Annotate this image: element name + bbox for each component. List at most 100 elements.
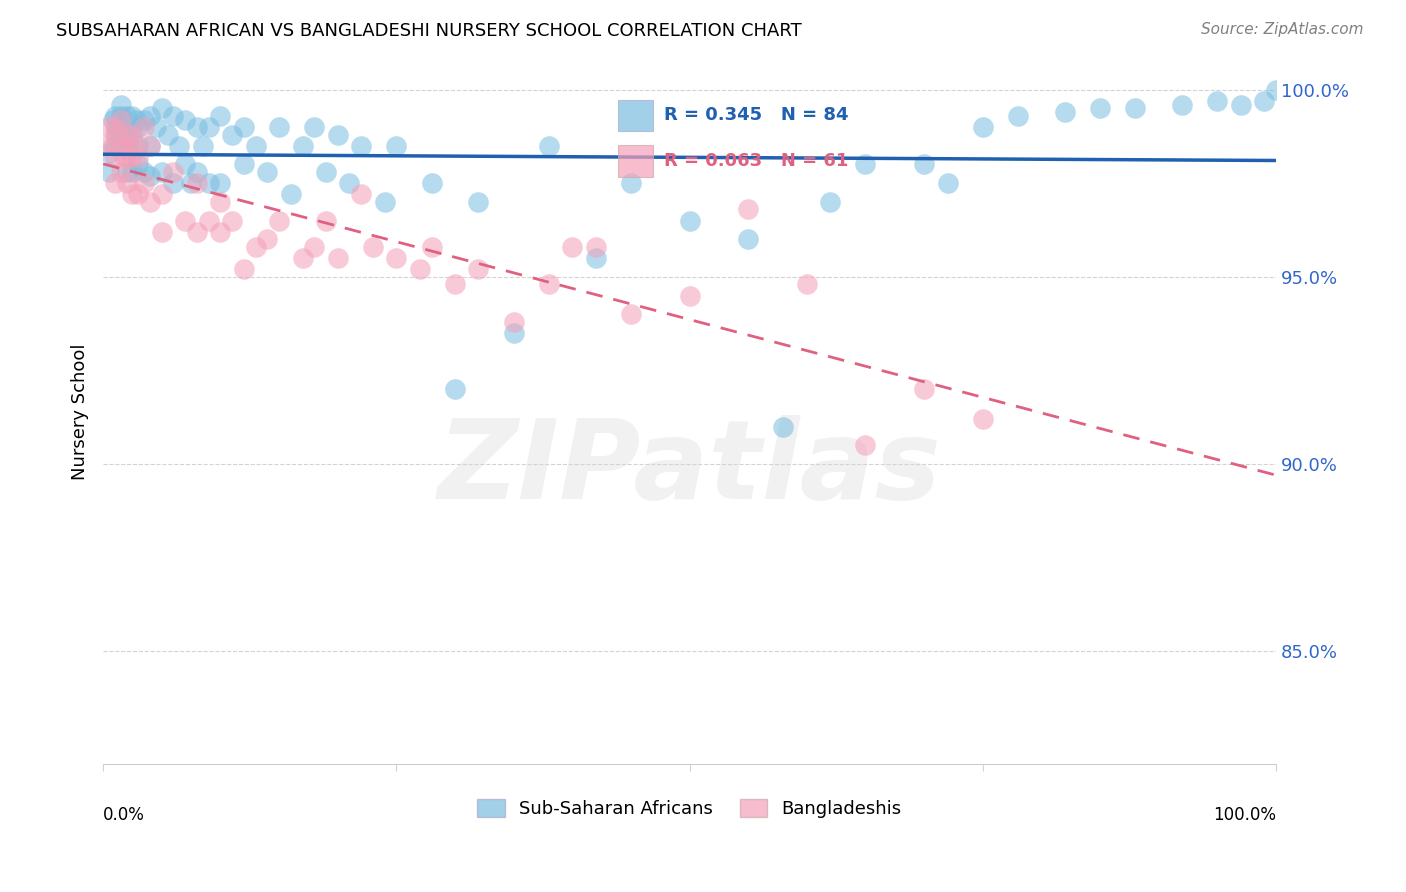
Point xyxy=(1171,97,1194,112)
Point xyxy=(110,165,132,179)
Point xyxy=(232,157,254,171)
Point xyxy=(772,419,794,434)
Point xyxy=(105,128,128,142)
Point xyxy=(174,213,197,227)
Point xyxy=(115,128,138,142)
Point xyxy=(737,202,759,217)
Point xyxy=(339,176,361,190)
Point xyxy=(444,382,467,396)
Point xyxy=(110,112,132,127)
Point xyxy=(139,194,162,209)
Legend: Sub-Saharan Africans, Bangladeshis: Sub-Saharan Africans, Bangladeshis xyxy=(470,791,908,825)
Point xyxy=(127,138,149,153)
Point xyxy=(186,176,208,190)
Text: Source: ZipAtlas.com: Source: ZipAtlas.com xyxy=(1201,22,1364,37)
Point xyxy=(110,109,132,123)
Point xyxy=(105,120,128,134)
Point xyxy=(796,277,818,292)
Point xyxy=(537,138,560,153)
Point xyxy=(94,138,117,153)
Point xyxy=(139,109,162,123)
Point xyxy=(121,128,143,142)
Point xyxy=(232,120,254,134)
Point xyxy=(139,138,162,153)
Point xyxy=(118,138,141,153)
Point xyxy=(115,143,138,157)
Point xyxy=(121,150,143,164)
Point xyxy=(125,112,148,127)
Point xyxy=(409,262,432,277)
Point xyxy=(150,225,173,239)
Point xyxy=(537,277,560,292)
Point xyxy=(121,165,143,179)
Point xyxy=(162,109,184,123)
Point xyxy=(302,120,325,134)
Point xyxy=(104,109,127,123)
Point xyxy=(245,240,267,254)
Point xyxy=(245,138,267,153)
Point xyxy=(350,187,373,202)
Point xyxy=(134,165,156,179)
Text: 0.0%: 0.0% xyxy=(103,806,145,824)
Point xyxy=(104,138,127,153)
Point xyxy=(326,128,349,142)
Point xyxy=(115,165,138,179)
Point xyxy=(315,165,337,179)
Point xyxy=(585,251,607,265)
Point xyxy=(737,232,759,246)
Point xyxy=(232,262,254,277)
Point xyxy=(110,138,132,153)
Point xyxy=(104,176,127,190)
Point xyxy=(115,128,138,142)
Point xyxy=(561,240,583,254)
Text: 100.0%: 100.0% xyxy=(1213,806,1277,824)
Point xyxy=(912,382,935,396)
Point xyxy=(855,157,877,171)
Point xyxy=(180,176,202,190)
Point xyxy=(1053,105,1076,120)
Point xyxy=(104,120,127,134)
Point xyxy=(221,213,243,227)
Point xyxy=(134,112,156,127)
Point xyxy=(127,150,149,164)
Point xyxy=(110,128,132,142)
Point xyxy=(1265,82,1288,96)
Text: SUBSAHARAN AFRICAN VS BANGLADESHI NURSERY SCHOOL CORRELATION CHART: SUBSAHARAN AFRICAN VS BANGLADESHI NURSER… xyxy=(56,22,801,40)
Point xyxy=(186,225,208,239)
Point xyxy=(115,176,138,190)
Point xyxy=(127,120,149,134)
Point xyxy=(467,194,489,209)
Point xyxy=(101,112,124,127)
Point xyxy=(174,112,197,127)
Point xyxy=(912,157,935,171)
Point xyxy=(502,326,524,340)
Point xyxy=(420,176,443,190)
Point xyxy=(112,131,135,145)
Point xyxy=(104,150,127,164)
Point xyxy=(121,187,143,202)
Point xyxy=(256,232,278,246)
Point xyxy=(820,194,842,209)
Point xyxy=(98,120,121,134)
Point xyxy=(467,262,489,277)
Point xyxy=(121,128,143,142)
Point xyxy=(162,176,184,190)
Point xyxy=(174,157,197,171)
Point xyxy=(420,240,443,254)
Point xyxy=(101,138,124,153)
Point xyxy=(326,251,349,265)
Point xyxy=(125,138,148,153)
Point xyxy=(139,138,162,153)
Point xyxy=(585,240,607,254)
Point xyxy=(134,176,156,190)
Point xyxy=(209,176,232,190)
Point xyxy=(502,315,524,329)
Point xyxy=(267,213,290,227)
Point xyxy=(855,438,877,452)
Point xyxy=(118,138,141,153)
Text: ZIPatlas: ZIPatlas xyxy=(437,415,942,522)
Point xyxy=(1229,97,1251,112)
Point xyxy=(361,240,384,254)
Point xyxy=(209,194,232,209)
Y-axis label: Nursery School: Nursery School xyxy=(72,343,89,480)
